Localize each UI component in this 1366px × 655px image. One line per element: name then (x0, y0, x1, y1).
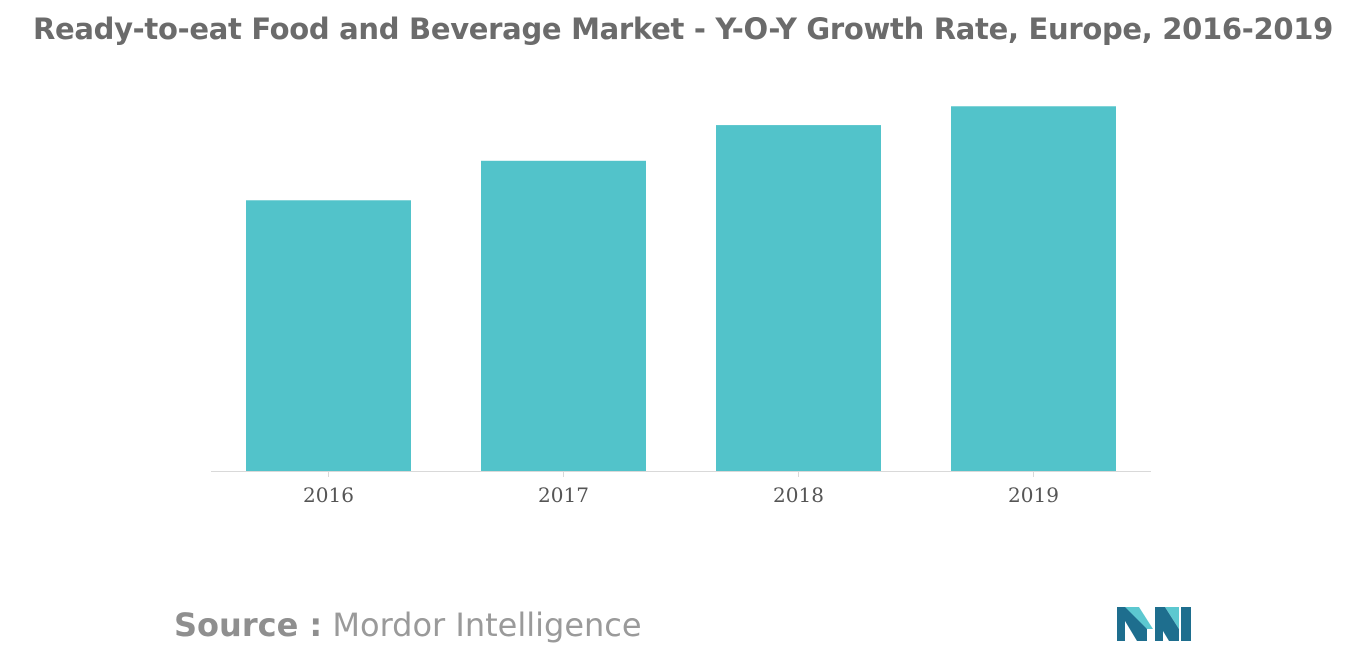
x-tick-label-2016: 2016 (303, 483, 354, 507)
bar-chart: 2016 2017 2018 2019 (211, 106, 1151, 507)
bar-2017 (481, 160, 646, 472)
bar-2016 (246, 200, 411, 471)
source-label: Source : (174, 606, 323, 644)
x-tick-label-2019: 2019 (1008, 483, 1059, 507)
bar-2018 (716, 125, 881, 471)
bar-2019 (951, 106, 1116, 471)
source-caption: Source : Mordor Intelligence (174, 606, 642, 644)
x-tick-label-2017: 2017 (538, 483, 589, 507)
x-tick-label-2018: 2018 (773, 483, 824, 507)
mordor-intelligence-logo-icon (1117, 607, 1191, 641)
chart-title: Ready-to-eat Food and Beverage Market - … (32, 12, 1334, 46)
source-name: Mordor Intelligence (332, 606, 642, 644)
bars-group (246, 106, 1116, 472)
x-tick-labels: 2016 2017 2018 2019 (303, 471, 1059, 507)
